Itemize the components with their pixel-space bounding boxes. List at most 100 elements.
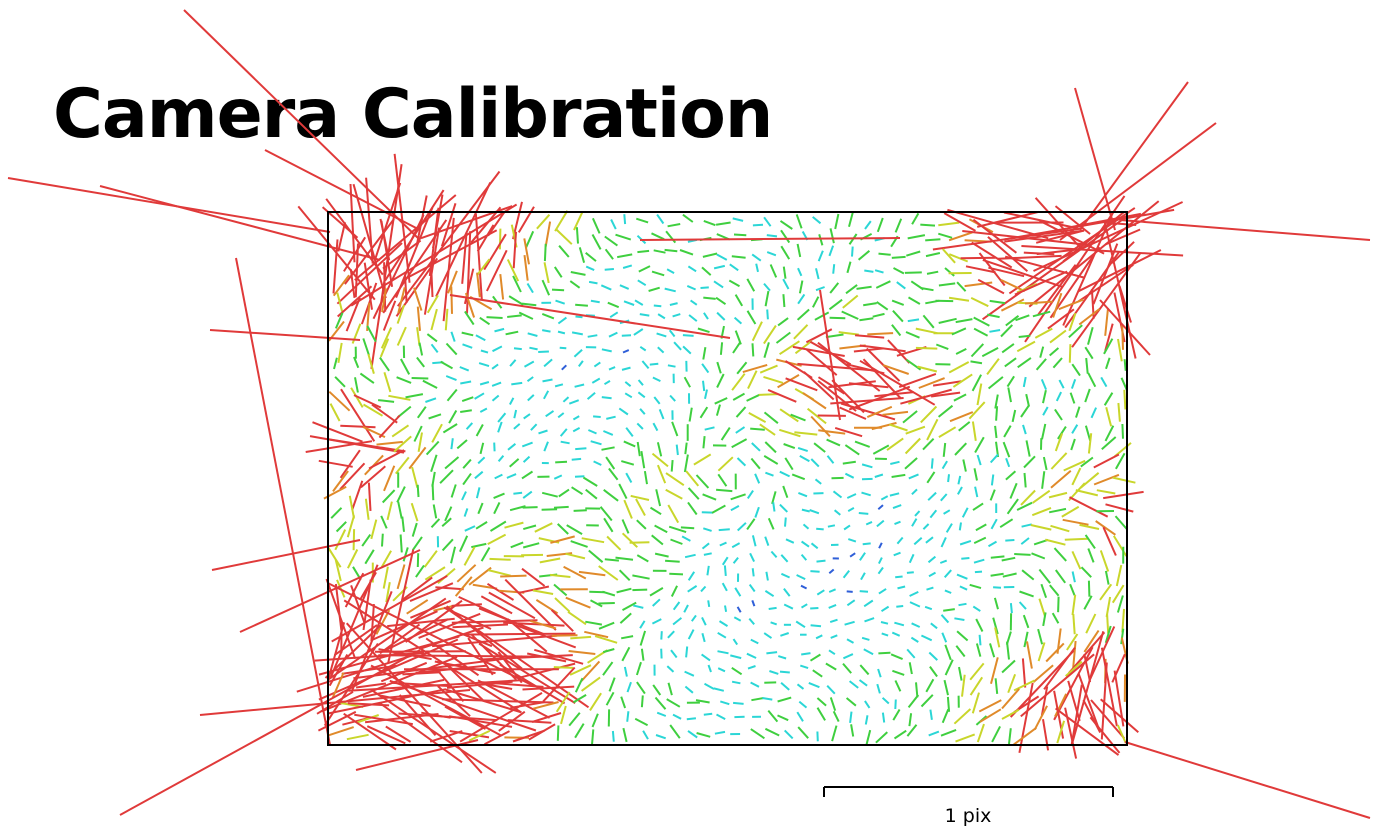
residual-vector	[806, 407, 827, 425]
residual-vector	[702, 347, 707, 360]
residual-vector	[370, 604, 375, 642]
residual-vector	[487, 533, 507, 545]
residual-vector	[833, 509, 841, 516]
residual-vector	[603, 517, 614, 533]
residual-vector	[848, 212, 854, 228]
residual-vector	[525, 230, 535, 249]
residual-vector	[670, 538, 683, 545]
residual-vector	[334, 312, 344, 329]
residual-vector	[656, 711, 667, 717]
residual-vector	[990, 555, 1005, 559]
residual-vector	[555, 228, 573, 245]
residual-vector	[1031, 506, 1052, 517]
residual-vector	[1024, 195, 1126, 343]
residual-vector	[977, 278, 1005, 295]
residual-vector	[498, 228, 502, 250]
residual-vector	[864, 220, 872, 230]
residual-vector	[556, 725, 560, 741]
residual-vector	[845, 697, 857, 707]
residual-vector	[396, 304, 406, 324]
residual-vector	[423, 550, 438, 568]
residual-vector	[733, 616, 742, 622]
residual-vector	[973, 468, 978, 481]
residual-vector	[810, 458, 820, 468]
residual-vector	[536, 214, 551, 230]
residual-vector	[553, 666, 574, 669]
residual-vector	[962, 459, 967, 472]
residual-vector	[538, 350, 549, 353]
residual-vector	[995, 406, 999, 421]
residual-vector	[511, 381, 523, 386]
residual-vector	[939, 559, 948, 564]
residual-vector	[891, 299, 905, 306]
residual-vector	[948, 253, 969, 263]
residual-vector	[651, 232, 665, 241]
residual-vector	[1047, 308, 1075, 330]
residual-vector	[508, 295, 524, 306]
residual-vector	[523, 524, 537, 531]
residual-vector	[521, 470, 534, 480]
residual-vector	[1095, 520, 1116, 536]
residual-vector	[1054, 205, 1091, 235]
residual-vector	[462, 458, 472, 469]
residual-vector	[881, 697, 890, 705]
residual-vector	[380, 327, 393, 349]
residual-vector	[687, 730, 698, 739]
residual-vector	[1115, 452, 1126, 470]
residual-vector	[349, 269, 356, 299]
residual-vector	[479, 381, 490, 386]
residual-vector	[706, 565, 710, 576]
residual-vector	[779, 340, 800, 356]
residual-vector	[465, 422, 474, 430]
residual-vector	[393, 435, 412, 453]
residual-vector	[1093, 473, 1120, 486]
residual-vector	[697, 327, 710, 334]
residual-vector	[731, 542, 741, 549]
residual-vector	[1020, 404, 1030, 418]
residual-vector	[623, 214, 627, 225]
residual-vector	[978, 699, 1002, 713]
residual-vector	[585, 252, 597, 262]
residual-vector	[794, 431, 818, 436]
residual-vector	[715, 404, 721, 416]
residual-vector	[432, 504, 438, 519]
residual-vector	[927, 491, 937, 501]
residual-vector	[1022, 424, 1027, 435]
residual-vector	[720, 427, 731, 441]
residual-vector	[865, 520, 873, 526]
residual-vector	[857, 250, 871, 261]
residual-vector	[635, 498, 646, 516]
residual-vector	[772, 502, 776, 512]
residual-vector	[734, 330, 742, 345]
residual-vector	[972, 605, 981, 612]
residual-vector	[1089, 716, 1121, 754]
residual-vector	[892, 504, 902, 510]
residual-vector	[411, 466, 419, 489]
residual-vector	[526, 376, 534, 383]
residual-vector	[830, 397, 904, 405]
residual-vector	[750, 427, 765, 431]
residual-vector	[669, 724, 681, 739]
residual-vector	[396, 564, 406, 590]
residual-vector	[622, 349, 630, 354]
residual-vector	[988, 540, 997, 548]
residual-vector	[327, 547, 342, 568]
residual-vector	[704, 389, 708, 400]
residual-vector	[842, 662, 852, 674]
residual-vector	[911, 488, 918, 496]
residual-vector	[703, 296, 716, 300]
residual-vector	[601, 348, 612, 353]
residual-vector	[1087, 372, 1097, 388]
residual-vector	[1083, 595, 1093, 610]
residual-vector	[684, 670, 695, 677]
residual-vector	[906, 724, 918, 737]
residual-vector	[475, 424, 484, 437]
residual-vector	[554, 597, 571, 613]
residual-vector	[393, 153, 411, 283]
residual-vector	[733, 316, 743, 325]
residual-vector	[1022, 614, 1030, 629]
residual-vector	[430, 308, 438, 331]
residual-vector	[593, 415, 601, 418]
residual-vector	[1018, 601, 1027, 610]
residual-vector	[1054, 693, 1068, 718]
